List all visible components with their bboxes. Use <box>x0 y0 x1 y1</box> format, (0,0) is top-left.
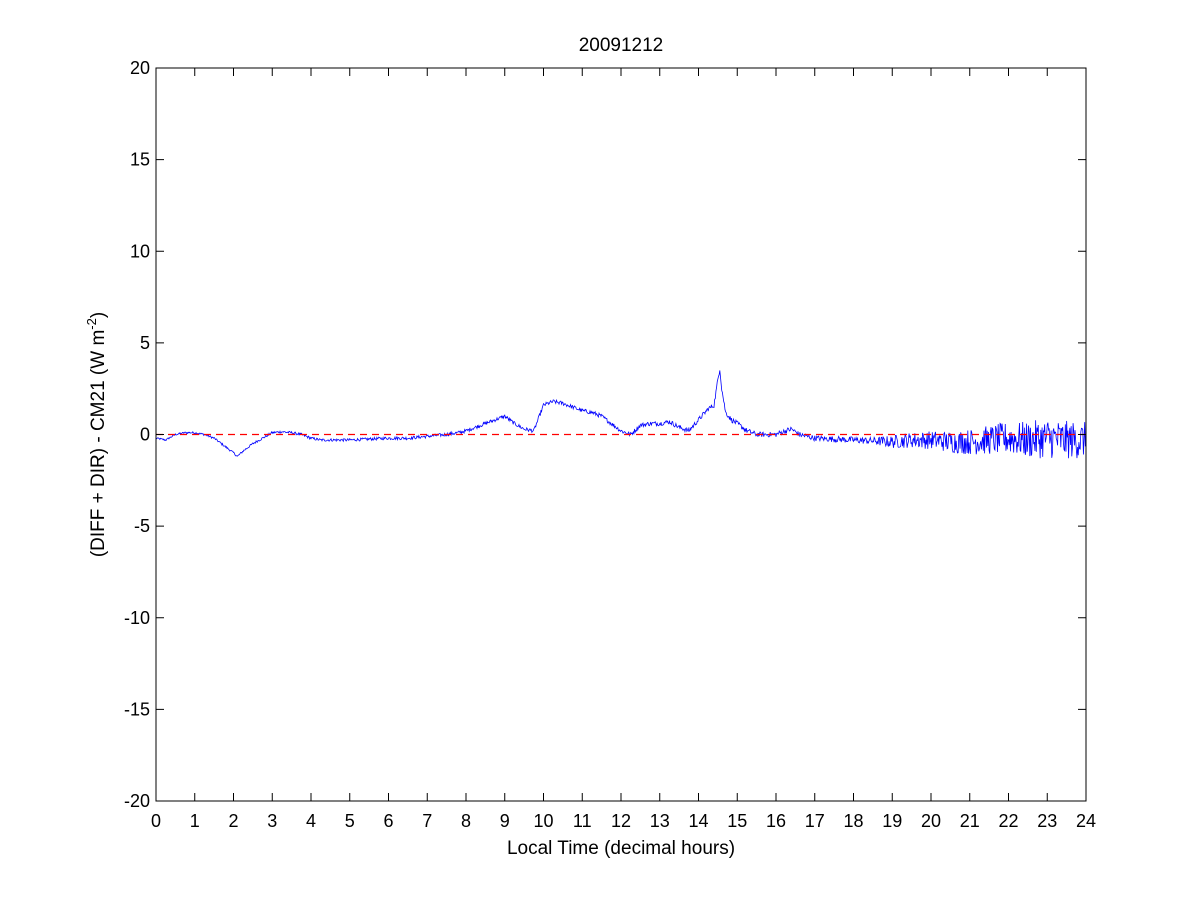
x-tick-label: 6 <box>383 811 393 831</box>
y-tick-label: 10 <box>130 241 150 261</box>
x-tick-label: 16 <box>766 811 786 831</box>
y-tick-label: -5 <box>134 516 150 536</box>
x-tick-label: 15 <box>727 811 747 831</box>
y-axis-label-main: (DIFF + DIR) - CM21 (W m <box>88 330 109 557</box>
y-tick-label: -20 <box>124 791 150 811</box>
chart-title: 20091212 <box>579 35 664 56</box>
x-tick-label: 4 <box>306 811 316 831</box>
y-tick-label: 20 <box>130 58 150 78</box>
series-line-0 <box>155 370 1087 459</box>
x-tick-label: 8 <box>461 811 471 831</box>
y-tick-label: -10 <box>124 608 150 628</box>
x-tick-label: 21 <box>960 811 980 831</box>
x-tick-label: 10 <box>533 811 553 831</box>
x-tick-label: 9 <box>500 811 510 831</box>
x-tick-label: 13 <box>650 811 670 831</box>
x-tick-label: 5 <box>345 811 355 831</box>
x-tick-label: 2 <box>228 811 238 831</box>
x-tick-label: 23 <box>1037 811 1057 831</box>
x-tick-label: 24 <box>1076 811 1096 831</box>
y-axis-label-close: ) <box>88 312 109 318</box>
y-tick-label: 0 <box>140 425 150 445</box>
y-axis-label: (DIFF + DIR) - CM21 (W m-2) <box>84 312 109 557</box>
x-tick-label: 1 <box>190 811 200 831</box>
y-tick-label: -15 <box>124 699 150 719</box>
x-tick-label: 11 <box>573 811 592 831</box>
x-tick-label: 3 <box>267 811 277 831</box>
x-axis-label: Local Time (decimal hours) <box>507 838 735 859</box>
y-tick-label: 15 <box>130 150 150 170</box>
x-tick-label: 20 <box>921 811 941 831</box>
x-tick-label: 0 <box>151 811 161 831</box>
x-tick-label: 19 <box>882 811 902 831</box>
x-tick-label: 22 <box>998 811 1018 831</box>
y-axis-label-superscript: -2 <box>84 318 99 330</box>
y-tick-label: 5 <box>140 333 150 353</box>
x-tick-label: 17 <box>805 811 825 831</box>
x-tick-label: 18 <box>843 811 863 831</box>
x-tick-label: 14 <box>688 811 708 831</box>
x-tick-label: 12 <box>611 811 631 831</box>
x-tick-label: 7 <box>422 811 432 831</box>
